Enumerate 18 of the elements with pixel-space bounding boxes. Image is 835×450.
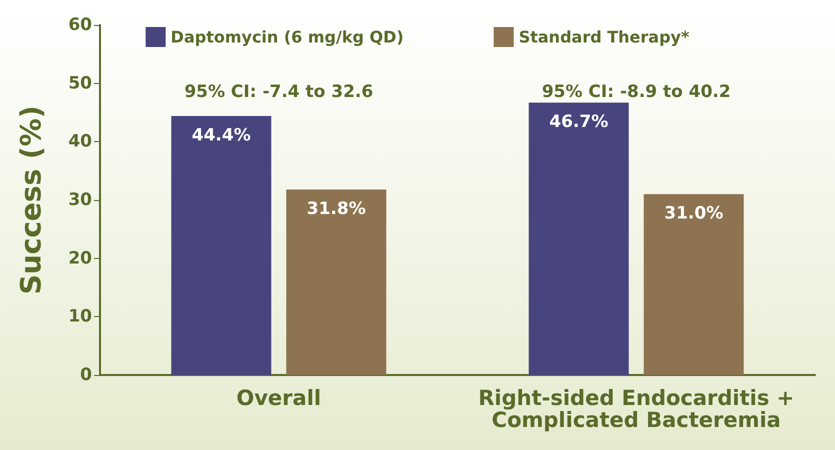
data-label: 46.7% xyxy=(549,112,608,132)
x-tick-label: Right-sided Endocarditis + Complicated Bacteremia xyxy=(478,386,794,432)
y-tick-label: 40 xyxy=(68,132,92,152)
y-axis-title: Success (%) xyxy=(14,105,48,295)
data-label: 44.4% xyxy=(192,126,251,146)
y-tick-label: 10 xyxy=(68,306,92,327)
x-tick-label: Overall xyxy=(236,386,322,410)
y-tick-label: 60 xyxy=(68,15,92,35)
y-tick-label: 30 xyxy=(68,190,92,210)
y-tick-label: 0 xyxy=(80,365,92,385)
annotation: 95% CI: -8.9 to 40.2 xyxy=(542,82,731,102)
legend-label: Daptomycin (6 mg/kg QD) xyxy=(170,28,404,46)
data-label: 31.0% xyxy=(664,204,724,224)
legend-label: Standard Therapy* xyxy=(518,28,690,46)
data-label: 31.8% xyxy=(306,199,366,219)
annotation: 95% CI: -7.4 to 32.6 xyxy=(184,82,374,102)
y-tick-label: 50 xyxy=(68,73,92,94)
y-tick-label: 20 xyxy=(68,248,92,268)
